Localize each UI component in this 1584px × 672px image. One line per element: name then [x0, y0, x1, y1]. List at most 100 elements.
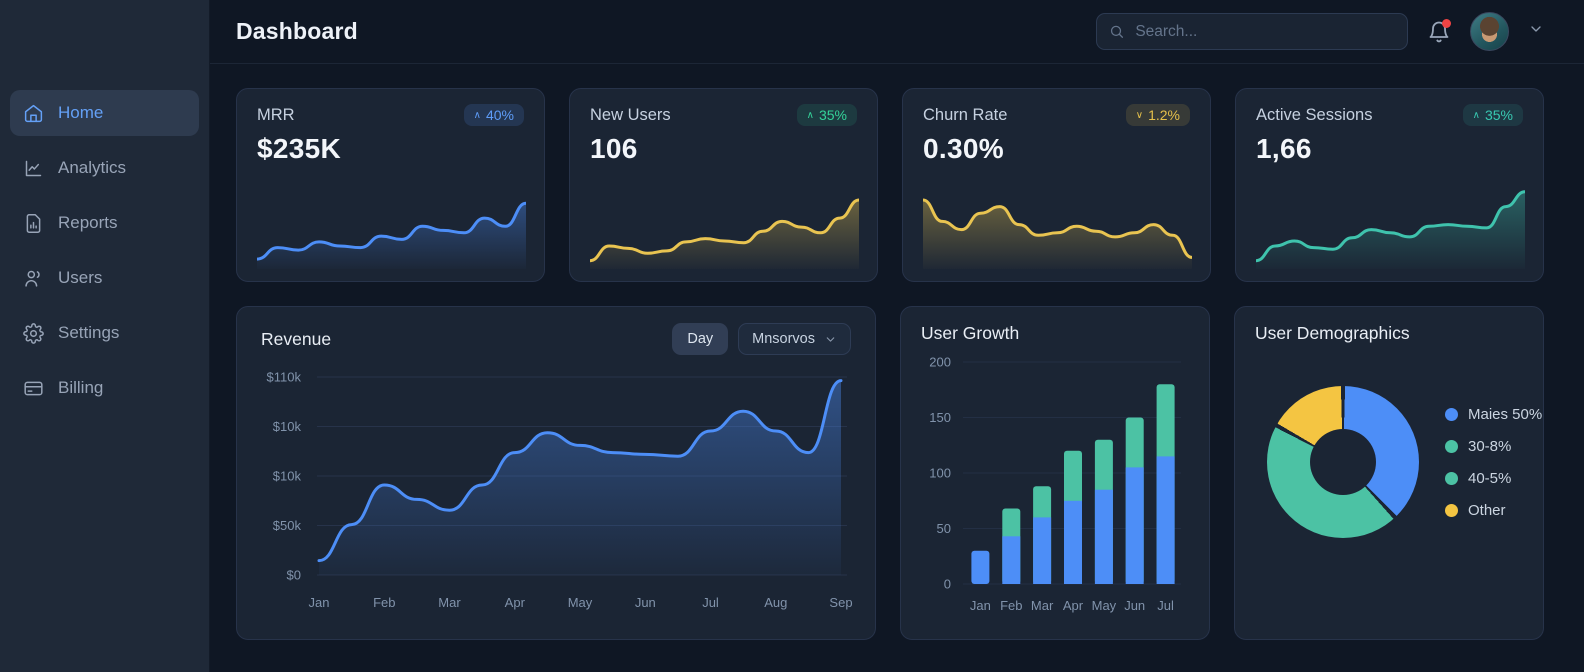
profile-menu-button[interactable] [1528, 21, 1544, 42]
user-growth-title: User Growth [921, 323, 1020, 343]
svg-text:$10k: $10k [273, 469, 302, 484]
legend-dot [1445, 503, 1458, 517]
kpi-sparkline [257, 201, 526, 269]
kpi-trend-badge: ∧ 35% [796, 104, 857, 126]
search-icon [1110, 25, 1124, 38]
legend-dot [1445, 407, 1458, 421]
donut-area: Maies 50% 30-8% 40-5% [1255, 386, 1542, 538]
kpi-title: New Users [590, 105, 671, 124]
legend-dot [1445, 439, 1458, 453]
kpi-sparkline [923, 198, 1192, 269]
trend-icon: ∨ [1135, 110, 1144, 121]
svg-text:Mar: Mar [438, 595, 461, 610]
chevron-down-icon [826, 336, 835, 342]
charts-row: Revenue Day Mnsorvos $110k $10k $10k $50k $0… [236, 306, 1544, 640]
svg-text:Feb: Feb [373, 595, 395, 610]
svg-text:Sep: Sep [829, 595, 852, 610]
kpi-sparkline [590, 198, 859, 269]
donut-legend: Maies 50% 30-8% 40-5% [1445, 406, 1542, 519]
demographics-donut-chart [1267, 386, 1419, 538]
kpi-trend-value: 35% [1484, 107, 1513, 123]
sidebar-item-label: Home [58, 103, 104, 122]
svg-text:Jun: Jun [1124, 598, 1145, 613]
kpi-card-active-sessions: Active Sessions ∧ 35% 1,66 [1235, 88, 1544, 282]
kpi-trend-badge: ∧ 40% [463, 104, 524, 126]
svg-text:Jan: Jan [970, 598, 991, 613]
legend-item: 40-5% [1445, 470, 1542, 487]
sidebar-item-label: Users [58, 268, 103, 287]
notification-bell-button[interactable] [1427, 18, 1451, 44]
user-growth-bar-chart: 200 150 100 50 0 Jan Feb Mar Apr May Jun Jul [929, 355, 1181, 613]
svg-text:$10k: $10k [273, 419, 302, 434]
sidebar-item-analytics[interactable]: Analytics [10, 145, 199, 191]
svg-text:Jan: Jan [309, 595, 330, 610]
kpi-row: MRR ∧ 40% $235K New Users ∧ 35% [236, 88, 1544, 282]
sidebar-item-users[interactable]: Users [10, 255, 199, 301]
sidebar-item-billing[interactable]: Billing [10, 365, 199, 411]
svg-text:Jul: Jul [1157, 598, 1174, 613]
legend-item: Maies 50% [1445, 406, 1542, 423]
bell-icon [1429, 21, 1449, 42]
kpi-value: 1,66 [1256, 133, 1312, 164]
svg-text:Mar: Mar [1031, 598, 1054, 613]
svg-text:Aug: Aug [764, 595, 787, 610]
home-icon [23, 103, 44, 124]
svg-text:Apr: Apr [505, 595, 526, 610]
settings-icon [23, 322, 44, 344]
trend-icon: ∧ [473, 110, 481, 121]
search-box[interactable] [1096, 13, 1408, 50]
svg-text:May: May [1092, 598, 1117, 613]
billing-icon [23, 378, 44, 399]
avatar[interactable] [1470, 12, 1509, 51]
kpi-value: 106 [590, 133, 638, 164]
kpi-title: Active Sessions [1256, 105, 1373, 124]
range-day-button[interactable]: Day [672, 323, 729, 355]
kpi-card-mrr: MRR ∧ 40% $235K [236, 88, 545, 282]
main-area: Dashboard [210, 0, 1584, 672]
sidebar-item-label: Analytics [58, 158, 127, 177]
kpi-trend-value: 35% [818, 107, 847, 123]
kpi-trend-badge: ∨ 1.2% [1125, 104, 1190, 126]
page-title: Dashboard [236, 18, 358, 44]
kpi-card-churn-rate: Churn Rate ∨ 1.2% 0.30% [902, 88, 1211, 282]
kpi-value: $235K [257, 133, 342, 164]
kpi-trend-value: 1.2% [1148, 107, 1180, 123]
revenue-title: Revenue [261, 328, 332, 349]
svg-text:200: 200 [929, 355, 951, 370]
revenue-area-chart: $110k $10k $10k $50k $0 Jan Feb Mar Apr May Jun Jul… [267, 370, 853, 611]
reports-icon [23, 213, 44, 234]
legend-item: Other [1445, 502, 1542, 519]
sidebar-item-label: Settings [58, 323, 120, 342]
svg-text:May: May [568, 595, 593, 610]
header-actions [1096, 12, 1544, 51]
kpi-title: Churn Rate [923, 105, 1008, 124]
chevron-down-icon [1531, 26, 1541, 32]
svg-text:Jul: Jul [702, 595, 719, 610]
svg-text:Jun: Jun [635, 595, 656, 610]
svg-text:$0: $0 [287, 568, 301, 583]
search-input[interactable] [1133, 21, 1395, 42]
notification-dot [1442, 18, 1451, 28]
svg-text:100: 100 [929, 466, 951, 481]
revenue-controls: Day Mnsorvos [672, 323, 851, 355]
range-dropdown-value: Mnsorvos [752, 331, 815, 347]
range-dropdown[interactable]: Mnsorvos [738, 323, 851, 355]
legend-dot [1445, 471, 1458, 485]
svg-text:Feb: Feb [1000, 598, 1022, 613]
users-icon [23, 268, 44, 289]
sidebar: Home Analytics Reports Users Settings [0, 0, 210, 672]
svg-text:0: 0 [944, 577, 951, 592]
svg-text:$50k: $50k [273, 518, 302, 533]
user-demographics-card: User Demographics Maies 50% 30-8% [1234, 306, 1544, 640]
kpi-value: 0.30% [923, 133, 1004, 164]
top-header: Dashboard [210, 0, 1584, 64]
sidebar-item-settings[interactable]: Settings [10, 310, 199, 356]
sidebar-item-home[interactable]: Home [10, 90, 199, 136]
svg-text:50: 50 [937, 521, 951, 536]
kpi-trend-value: 40% [485, 107, 514, 123]
content: MRR ∧ 40% $235K New Users ∧ 35% [210, 64, 1584, 640]
sidebar-item-reports[interactable]: Reports [10, 200, 199, 246]
svg-text:150: 150 [929, 410, 951, 425]
analytics-icon [23, 158, 44, 179]
